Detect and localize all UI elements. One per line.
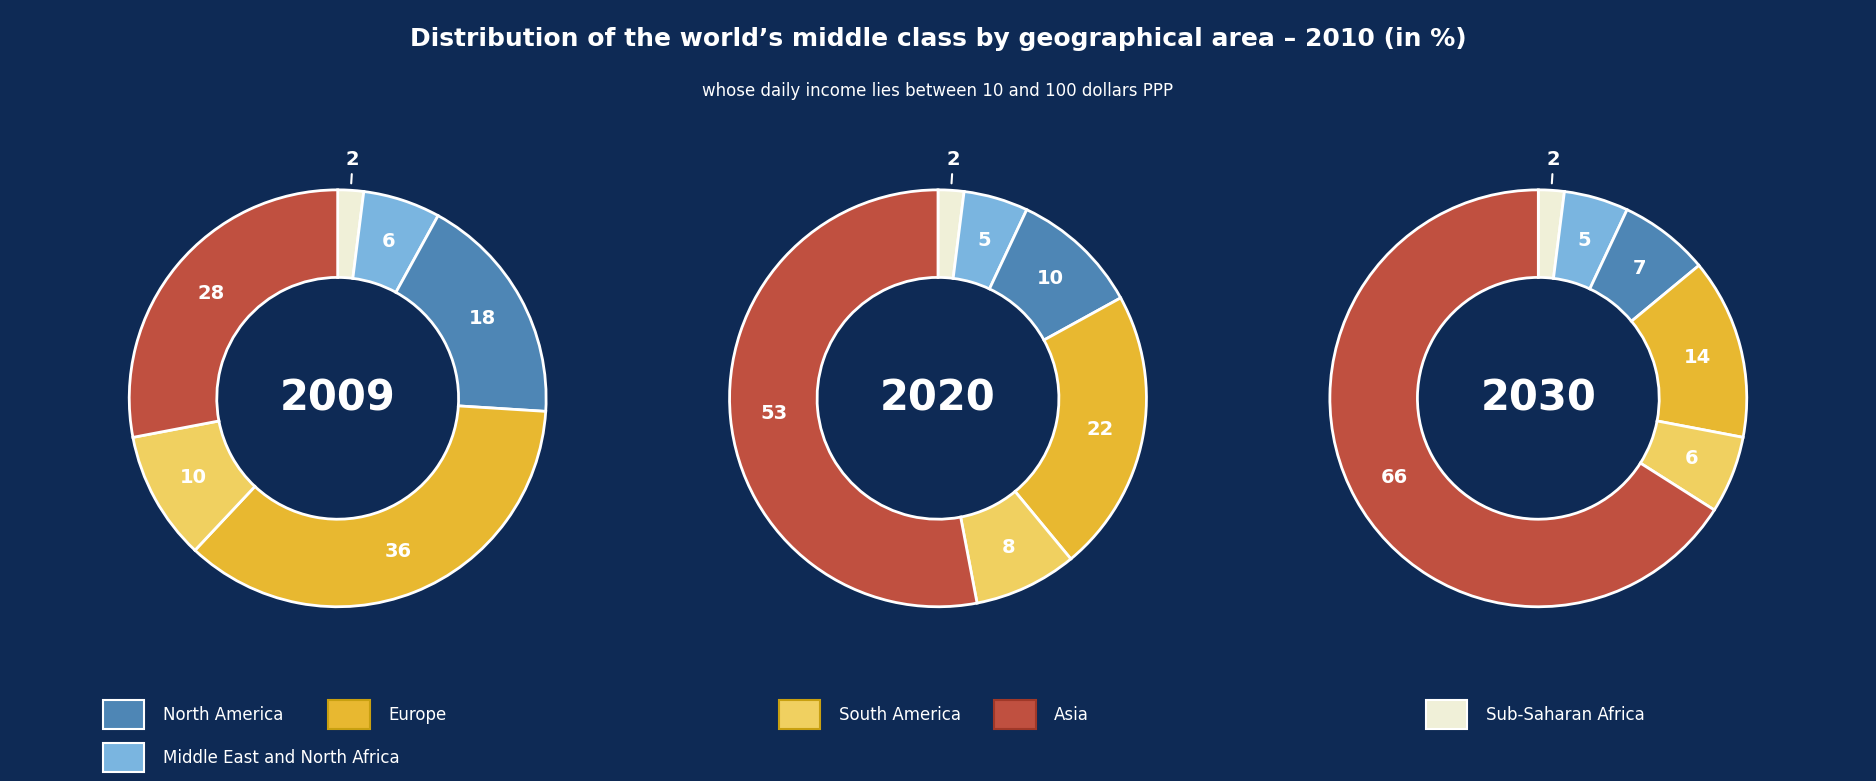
Wedge shape bbox=[195, 406, 546, 607]
Wedge shape bbox=[338, 190, 364, 278]
Text: Sub-Saharan Africa: Sub-Saharan Africa bbox=[1486, 705, 1645, 724]
Text: 14: 14 bbox=[1685, 348, 1711, 367]
Wedge shape bbox=[953, 191, 1026, 289]
Text: 5: 5 bbox=[977, 230, 991, 250]
Wedge shape bbox=[961, 491, 1071, 603]
Text: Europe: Europe bbox=[388, 705, 446, 724]
Wedge shape bbox=[1538, 190, 1565, 278]
Text: 2020: 2020 bbox=[880, 377, 996, 419]
Text: 28: 28 bbox=[197, 284, 225, 303]
Wedge shape bbox=[938, 190, 964, 278]
Text: 18: 18 bbox=[469, 309, 495, 329]
Text: Middle East and North Africa: Middle East and North Africa bbox=[163, 748, 400, 767]
Wedge shape bbox=[1640, 421, 1743, 510]
Text: 66: 66 bbox=[1381, 468, 1407, 487]
Text: 6: 6 bbox=[1685, 449, 1698, 469]
Circle shape bbox=[822, 282, 1054, 515]
Wedge shape bbox=[989, 210, 1120, 340]
Text: 5: 5 bbox=[1578, 230, 1591, 250]
Text: 2: 2 bbox=[946, 150, 961, 184]
Text: 2: 2 bbox=[345, 150, 360, 184]
Text: whose daily income lies between 10 and 100 dollars PPP: whose daily income lies between 10 and 1… bbox=[702, 82, 1174, 100]
Text: 22: 22 bbox=[1086, 419, 1112, 439]
Wedge shape bbox=[1015, 298, 1146, 559]
Wedge shape bbox=[1553, 191, 1626, 289]
Text: 7: 7 bbox=[1632, 259, 1645, 278]
Text: 36: 36 bbox=[385, 542, 413, 561]
Text: 2: 2 bbox=[1546, 150, 1561, 184]
Text: 10: 10 bbox=[1037, 269, 1064, 287]
Wedge shape bbox=[133, 421, 255, 551]
Text: 2030: 2030 bbox=[1480, 377, 1596, 419]
Circle shape bbox=[1422, 282, 1655, 515]
Text: North America: North America bbox=[163, 705, 283, 724]
Wedge shape bbox=[730, 190, 977, 607]
Wedge shape bbox=[1330, 190, 1715, 607]
Text: Distribution of the world’s middle class by geographical area – 2010 (in %): Distribution of the world’s middle class… bbox=[409, 27, 1467, 52]
Wedge shape bbox=[353, 191, 439, 292]
Wedge shape bbox=[129, 190, 338, 437]
Wedge shape bbox=[396, 216, 546, 412]
Text: 8: 8 bbox=[1002, 538, 1015, 557]
Wedge shape bbox=[1589, 210, 1700, 321]
Text: 2009: 2009 bbox=[280, 377, 396, 419]
Text: Asia: Asia bbox=[1054, 705, 1090, 724]
Text: 10: 10 bbox=[180, 468, 206, 487]
Wedge shape bbox=[1632, 266, 1747, 437]
Text: South America: South America bbox=[839, 705, 961, 724]
Circle shape bbox=[221, 282, 454, 515]
Text: 6: 6 bbox=[381, 232, 396, 251]
Text: 53: 53 bbox=[760, 405, 788, 423]
